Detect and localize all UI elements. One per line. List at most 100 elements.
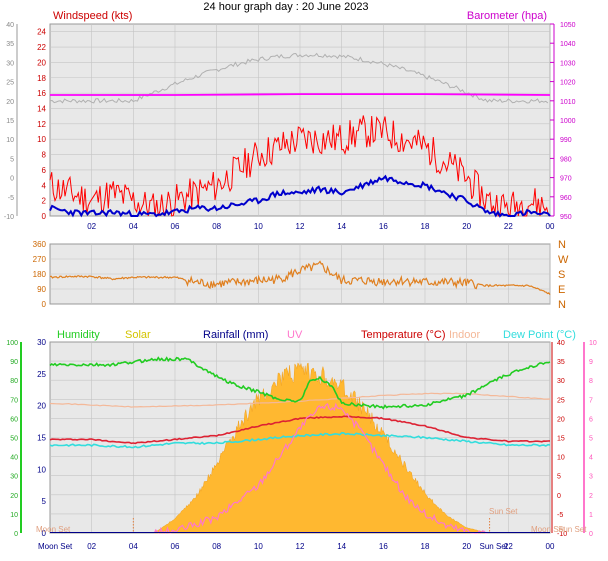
wind-tick-label: 24 (37, 28, 46, 37)
uv-tick-label: 5 (589, 436, 593, 443)
wind-tick-label: 18 (37, 74, 46, 83)
direction-line (49, 260, 551, 296)
solar-area (153, 362, 488, 534)
compass-label: N (558, 299, 566, 311)
humidity-tick-label: 60 (10, 416, 18, 423)
annotation-moon-set: Moon Set (36, 525, 71, 534)
page-title: 24 hour graph day : 20 June 2023 (203, 1, 368, 13)
annotation-sun-set: Sun Set (489, 507, 518, 516)
uv-tick-label: 8 (589, 378, 593, 385)
outer-scale-tick-label: 0 (10, 176, 14, 183)
uv-tick-label: 2 (589, 493, 593, 500)
x-tick-label: 16 (379, 542, 388, 551)
barometer-trace-line (49, 52, 549, 104)
temperature-line (49, 415, 551, 445)
compass-label: S (558, 269, 565, 281)
temperature-tick-label: 35 (557, 359, 565, 366)
wind-tick-label: 12 (37, 120, 46, 129)
direction-tick-label: 270 (33, 255, 47, 264)
wind-tick-label: 2 (42, 197, 47, 206)
outer-scale-tick-label: -10 (4, 214, 14, 221)
legend-uv: UV (287, 329, 303, 341)
barometer-line (50, 93, 551, 96)
direction-tick-label: 180 (33, 270, 47, 279)
barometer-tick-label: 970 (560, 176, 572, 183)
compass-label: E (558, 284, 565, 296)
x-tick-label: 18 (421, 222, 430, 231)
x-tick-label: 18 (421, 542, 430, 551)
humidity-tick-label: 50 (10, 436, 18, 443)
wind-barometer-panel: 2422201816141210864204035302520151050-5-… (4, 10, 576, 231)
temperature-tick-label: 25 (557, 397, 565, 404)
wind-tick-label: 0 (42, 212, 47, 221)
legend-solar: Solar (125, 329, 151, 341)
x-tick-label: 02 (87, 542, 96, 551)
x-tick-label: 04 (129, 542, 138, 551)
legend-temperature: Temperature (°C) (361, 329, 445, 341)
rainfall-tick-label: 5 (42, 497, 47, 506)
x-tick-label: Sun Set (480, 542, 509, 551)
humidity-line (49, 356, 551, 410)
rainfall-tick-label: 25 (37, 370, 46, 379)
x-tick-label: 20 (462, 222, 471, 231)
x-tick-label: 10 (254, 222, 263, 231)
barometer-axis-label: Barometer (hpa) (467, 10, 547, 22)
uv-tick-label: 4 (589, 455, 593, 462)
uv-line (153, 402, 488, 535)
x-tick-label: 12 (296, 542, 305, 551)
x-tick-label: 16 (379, 222, 388, 231)
wind-axis-label: Windspeed (kts) (53, 10, 132, 22)
wind-tick-label: 4 (42, 181, 47, 190)
legend-indoor: Indoor (449, 329, 481, 341)
rainfall-tick-label: 10 (37, 465, 46, 474)
x-tick-label: 20 (462, 542, 471, 551)
x-tick-label: 14 (337, 222, 346, 231)
barometer-tick-label: 1000 (560, 118, 576, 125)
barometer-tick-label: 1020 (560, 80, 576, 87)
uv-tick-label: 0 (589, 531, 593, 538)
wind-tick-label: 10 (37, 135, 46, 144)
uv-tick-label: 7 (589, 397, 593, 404)
direction-tick-label: 360 (33, 240, 47, 249)
rainfall-tick-label: 15 (37, 434, 46, 443)
uv-tick-label: 10 (589, 340, 597, 347)
humidity-tick-label: 20 (10, 493, 18, 500)
wind-tick-label: 6 (42, 166, 47, 175)
x-tick-label: 14 (337, 542, 346, 551)
outer-scale-tick-label: 5 (10, 156, 14, 163)
x-tick-label: 22 (504, 222, 513, 231)
barometer-tick-label: 1010 (560, 99, 576, 106)
temperature-tick-label: -5 (557, 512, 563, 519)
outer-scale-tick-label: 10 (6, 137, 14, 144)
wind-tick-label: 16 (37, 89, 46, 98)
barometer-tick-label: 990 (560, 137, 572, 144)
temperature-tick-label: -10 (557, 531, 567, 538)
rainfall-tick-label: 30 (37, 338, 46, 347)
temperature-tick-label: 30 (557, 378, 565, 385)
temperature-solar-panel: Humidity Solar Rainfall (mm) UV Temperature … (6, 329, 597, 551)
x-tick-label: 04 (129, 222, 138, 231)
outer-scale-tick-label: -5 (8, 195, 14, 202)
barometer-tick-label: 960 (560, 195, 572, 202)
wind-tick-label: 20 (37, 58, 46, 67)
x-tick-label: 10 (254, 542, 263, 551)
outer-scale-tick-label: 15 (6, 118, 14, 125)
wind-average-line (49, 174, 551, 218)
temperature-tick-label: 40 (557, 340, 565, 347)
uv-tick-label: 6 (589, 416, 593, 423)
humidity-tick-label: 100 (6, 340, 18, 347)
barometer-tick-label: 1030 (560, 60, 576, 67)
barometer-tick-label: 1050 (560, 22, 576, 29)
x-tick-label: Moon Set (38, 542, 73, 551)
outer-scale-tick-label: 40 (6, 22, 14, 29)
humidity-tick-label: 70 (10, 397, 18, 404)
outer-scale-tick-label: 20 (6, 99, 14, 106)
legend-dew-point: Dew Point (°C) (503, 329, 576, 341)
x-tick-label: 06 (171, 222, 180, 231)
x-tick-label: 00 (546, 222, 555, 231)
compass-label: N (558, 239, 566, 251)
annotation-moon-set: Moon Set (531, 525, 566, 534)
barometer-tick-label: 1040 (560, 41, 576, 48)
annotation-sun-set: Sun Set (558, 525, 587, 534)
